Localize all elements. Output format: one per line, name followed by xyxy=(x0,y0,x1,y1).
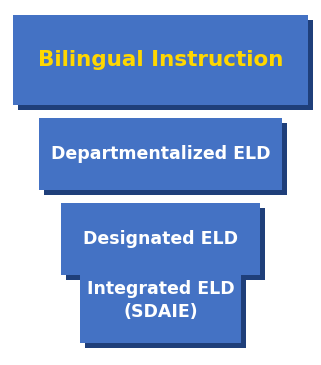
Text: Bilingual Instruction: Bilingual Instruction xyxy=(38,50,283,70)
Text: Designated ELD: Designated ELD xyxy=(83,230,238,248)
Bar xyxy=(44,123,288,195)
Bar xyxy=(66,208,265,280)
Text: Departmentalized ELD: Departmentalized ELD xyxy=(51,145,270,163)
Bar xyxy=(80,258,241,343)
Text: Integrated ELD
(SDAIE): Integrated ELD (SDAIE) xyxy=(87,280,234,320)
Bar xyxy=(13,15,308,105)
Bar xyxy=(61,203,260,275)
Bar xyxy=(39,118,282,190)
Bar xyxy=(18,20,313,110)
Bar xyxy=(85,263,246,348)
